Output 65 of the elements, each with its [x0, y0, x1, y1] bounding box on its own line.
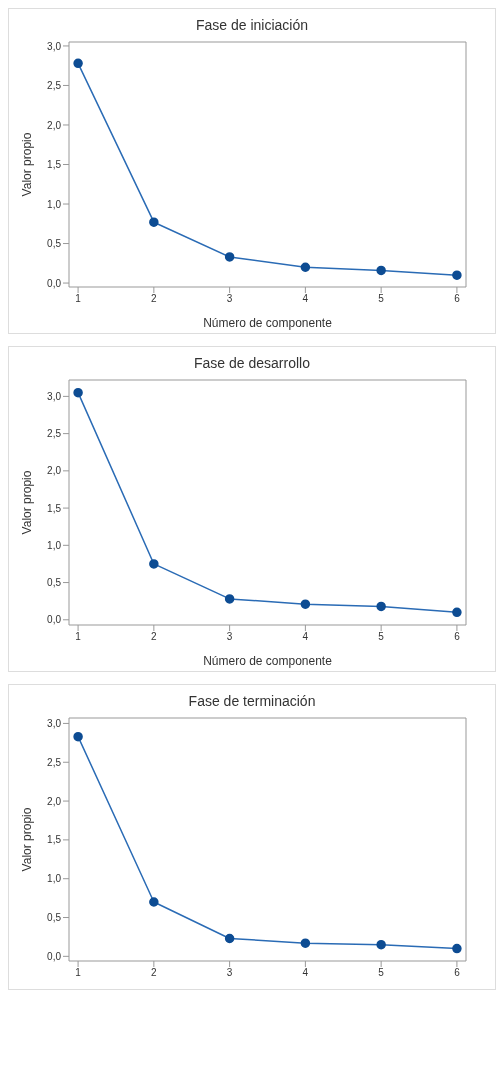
- point: [300, 938, 311, 948]
- y-tick-label: 3,0: [47, 40, 62, 52]
- x-tick-label: 1: [75, 967, 82, 979]
- y-tick-label: 1,5: [47, 834, 62, 846]
- y-tick-label: 1,0: [47, 198, 62, 210]
- y-tick-label: 1,0: [47, 873, 62, 885]
- x-tick-label: 5: [378, 631, 385, 643]
- x-tick-label: 3: [226, 631, 233, 643]
- x-tick-label: 1: [75, 293, 82, 305]
- chart-title: Fase de terminación: [187, 692, 317, 709]
- y-tick-label: 3,0: [47, 390, 62, 402]
- point: [224, 252, 235, 262]
- point: [376, 265, 386, 276]
- point: [452, 270, 462, 280]
- point: [73, 731, 83, 742]
- point: [452, 607, 462, 618]
- y-tick-label: 0,0: [47, 277, 62, 289]
- point: [149, 559, 159, 569]
- point: [452, 943, 462, 954]
- point: [73, 58, 83, 69]
- x-tick-label: 2: [151, 631, 158, 643]
- y-tick-label: 2,5: [47, 428, 62, 440]
- x-tick-label: 3: [226, 967, 233, 979]
- y-tick-label: 1,5: [47, 502, 62, 514]
- x-axis-title: Número de componente: [203, 654, 333, 668]
- x-tick-label: 5: [378, 967, 385, 979]
- x-tick-label: 6: [454, 631, 461, 643]
- y-tick-label: 0,0: [47, 614, 62, 626]
- point: [300, 262, 311, 272]
- y-tick-label: 0,0: [47, 950, 62, 962]
- y-tick-label: 0,5: [47, 238, 62, 250]
- x-tick-label: 2: [151, 293, 158, 305]
- x-axis-title: Número de componente: [203, 316, 333, 330]
- y-tick-label: 2,5: [47, 80, 62, 92]
- x-tick-label: 1: [75, 631, 82, 643]
- y-tick-label: 1,5: [47, 159, 62, 171]
- x-tick-label: 2: [151, 967, 158, 979]
- point: [224, 933, 235, 944]
- y-axis-title: Valor propio: [20, 470, 35, 535]
- chart-title: Fase de iniciación: [194, 16, 310, 33]
- y-tick-label: 3,0: [47, 717, 62, 729]
- point: [224, 594, 235, 604]
- y-tick-label: 2,0: [47, 795, 62, 807]
- y-tick-label: 0,5: [47, 577, 62, 589]
- x-tick-label: 4: [302, 293, 309, 305]
- point: [149, 897, 159, 907]
- point: [376, 601, 386, 612]
- y-axis-title: Valor propio: [20, 132, 35, 197]
- x-tick-label: 4: [302, 631, 309, 643]
- x-tick-label: 6: [454, 967, 461, 979]
- point: [149, 217, 159, 227]
- point: [73, 387, 83, 398]
- y-tick-label: 0,5: [47, 912, 62, 924]
- y-tick-label: 2,5: [47, 756, 62, 768]
- x-tick-label: 4: [302, 967, 309, 979]
- x-tick-label: 3: [226, 293, 233, 305]
- point: [376, 939, 386, 950]
- x-tick-label: 6: [454, 293, 461, 305]
- point: [300, 599, 311, 609]
- chart-title: Fase de desarrollo: [193, 354, 311, 371]
- y-tick-label: 2,0: [47, 119, 62, 131]
- x-tick-label: 5: [378, 293, 385, 305]
- y-axis-title: Valor propio: [20, 807, 35, 872]
- y-tick-label: 1,0: [47, 539, 62, 551]
- y-tick-label: 2,0: [47, 465, 62, 477]
